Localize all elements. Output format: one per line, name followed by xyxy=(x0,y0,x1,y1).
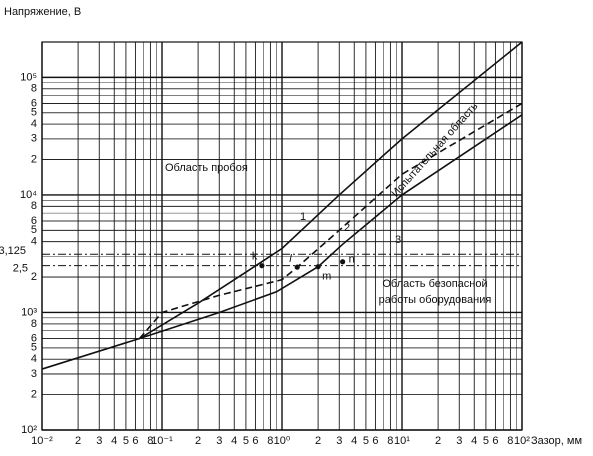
x-tick-label: 10⁻¹ xyxy=(151,435,173,447)
reference-label: 3,125 xyxy=(0,245,26,257)
annotation: работы оборудования xyxy=(379,294,492,306)
point-label: k xyxy=(252,251,258,263)
y-tick-label: 10² xyxy=(21,424,37,436)
y-tick-label: 4 xyxy=(31,118,37,130)
y-tick-label: 4 xyxy=(31,353,37,365)
y-tick-label: 3 xyxy=(31,133,37,145)
y-tick-label: 2 xyxy=(31,389,37,401)
y-tick-label: 8 xyxy=(31,318,37,330)
x-tick-label: 5 xyxy=(363,435,369,447)
y-tick-label: 10⁴ xyxy=(20,189,37,201)
y-tick-label: 2 xyxy=(31,153,37,165)
y-tick-label: 10⁵ xyxy=(20,71,37,83)
y-tick-label: 6 xyxy=(31,215,37,227)
point xyxy=(340,259,346,265)
x-tick-label: 4 xyxy=(111,435,117,447)
x-tick-label: 5 xyxy=(243,435,249,447)
y-tick-label: 2 xyxy=(31,271,37,283)
x-tick-label: 8 xyxy=(147,435,153,447)
x-tick-label: 2 xyxy=(435,435,441,447)
x-axis-label: Зазор, мм xyxy=(531,435,582,447)
x-tick-label: 6 xyxy=(252,435,258,447)
grid-layer: 10⁻² 2 3 4 5 6 810⁻¹ 2 3 4 5 6 8 10⁰ 2 3 4 5 6 8 10¹ 2 3 4 5 6 8 10… xyxy=(0,41,530,447)
annotation: Область безопасной xyxy=(382,278,487,290)
series-label: 1 xyxy=(300,211,306,223)
x-tick-label: 3 xyxy=(456,435,462,447)
y-tick-label: 6 xyxy=(31,97,37,109)
y-tick-label: 3 xyxy=(31,368,37,380)
y-tick-label: 4 xyxy=(31,236,37,248)
y-axis-label: Напряжение, В xyxy=(4,6,81,18)
x-tick-label: 8 xyxy=(387,435,393,447)
x-tick-label: 6 xyxy=(492,435,498,447)
x-tick-label: 3 xyxy=(96,435,102,447)
series-label: 3 xyxy=(395,234,401,246)
curve xyxy=(138,102,523,340)
x-tick-label: 3 xyxy=(216,435,222,447)
x-tick-label: 4 xyxy=(471,435,477,447)
x-tick-label: 6 xyxy=(372,435,378,447)
x-tick-label: 2 xyxy=(195,435,201,447)
point-label: n xyxy=(349,254,355,266)
y-tick-label: 5 xyxy=(31,107,37,119)
annotation: Испытательная область xyxy=(389,100,480,199)
reference-label: 2,5 xyxy=(13,263,28,275)
annotation: Область пробоя xyxy=(165,162,248,174)
point-label: m xyxy=(322,271,331,283)
x-tick-label: 10⁰ xyxy=(274,435,291,447)
curve xyxy=(41,41,523,370)
x-tick-label: 10¹ xyxy=(394,435,410,447)
x-tick-label: 8 xyxy=(507,435,513,447)
x-tick-label: 8 xyxy=(267,435,273,447)
x-tick-label: 5 xyxy=(483,435,489,447)
y-tick-label: 8 xyxy=(31,200,37,212)
x-tick-label: 2 xyxy=(75,435,81,447)
point xyxy=(259,263,265,269)
x-tick-label: 10² xyxy=(514,435,530,447)
x-tick-label: 2 xyxy=(315,435,321,447)
x-tick-label: 10⁻² xyxy=(31,435,53,447)
x-tick-label: 5 xyxy=(123,435,129,447)
y-tick-label: 6 xyxy=(31,332,37,344)
series-label: 2 xyxy=(344,222,350,234)
point xyxy=(315,264,321,270)
series-layer: 1 2 3 k l m n xyxy=(41,41,523,370)
y-tick-label: 8 xyxy=(31,83,37,95)
y-tick-label: 5 xyxy=(31,224,37,236)
point-label: l xyxy=(289,253,292,265)
x-tick-label: 4 xyxy=(351,435,357,447)
y-tick-label: 10³ xyxy=(21,306,37,318)
x-tick-label: 4 xyxy=(231,435,237,447)
point xyxy=(294,264,300,270)
x-tick-label: 3 xyxy=(336,435,342,447)
x-tick-label: 6 xyxy=(132,435,138,447)
y-tick-label: 5 xyxy=(31,342,37,354)
